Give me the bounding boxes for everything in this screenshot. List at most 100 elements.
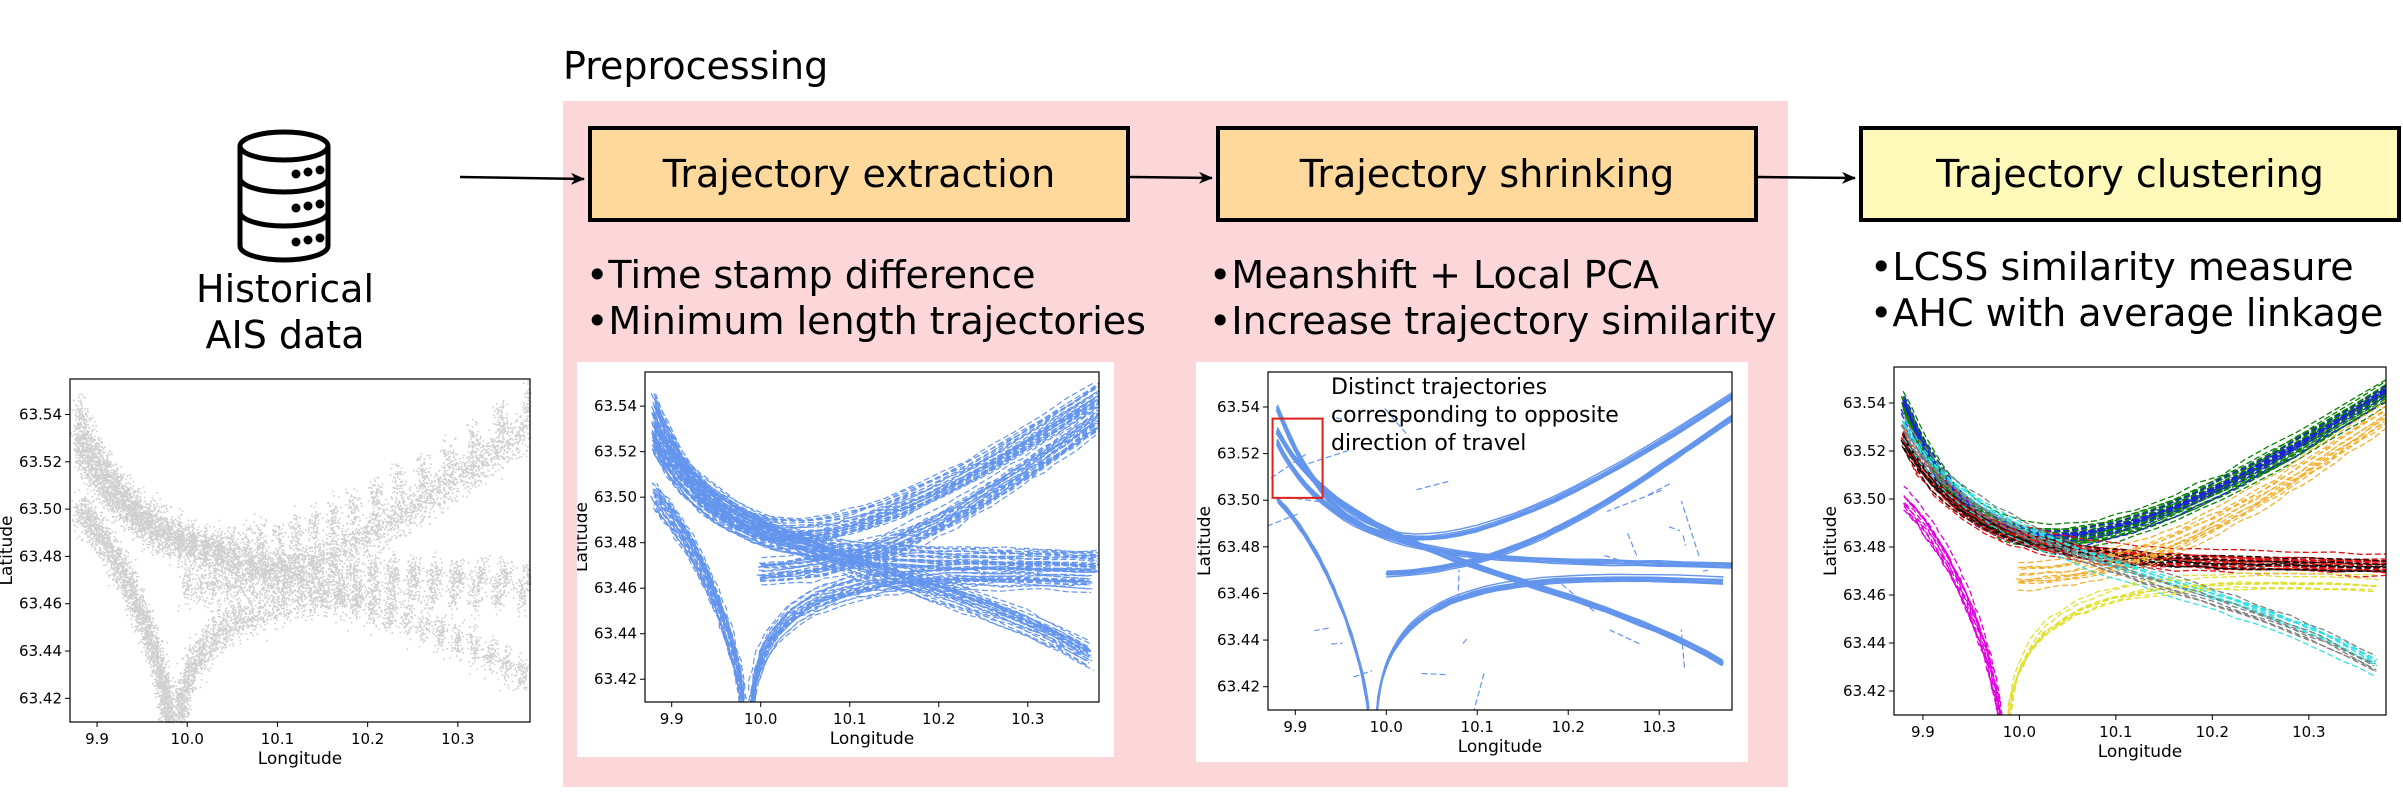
ais-point	[226, 553, 229, 556]
ais-point	[333, 580, 336, 583]
ais-point	[384, 582, 386, 585]
ais-point	[507, 578, 510, 581]
ais-point	[192, 550, 195, 553]
ais-point	[356, 504, 358, 507]
ais-point	[492, 422, 495, 425]
ais-point	[236, 569, 238, 572]
ais-point	[247, 540, 249, 543]
ais-point	[399, 491, 401, 493]
ais-point	[227, 542, 230, 544]
ais-point	[462, 583, 464, 585]
ais-point	[472, 431, 474, 434]
ais-point	[298, 559, 300, 562]
ais-point	[475, 574, 478, 576]
ais-point	[100, 456, 103, 458]
ais-point	[153, 529, 155, 531]
ais-point	[283, 549, 285, 552]
ais-point	[98, 475, 101, 477]
ais-point	[144, 520, 147, 522]
ais-point	[220, 533, 223, 536]
ais-point	[88, 427, 91, 429]
ais-point	[503, 570, 505, 573]
ais-point	[123, 473, 125, 475]
ais-point	[244, 543, 246, 546]
ais-point	[281, 545, 283, 547]
ais-point	[396, 612, 398, 615]
ais-point	[358, 516, 360, 518]
ais-point	[467, 445, 470, 448]
ais-point	[227, 558, 229, 560]
ais-point	[82, 414, 85, 417]
ais-point	[352, 567, 355, 570]
ais-point	[75, 425, 77, 428]
ais-point	[370, 565, 373, 567]
ais-point	[525, 588, 528, 590]
ais-point	[260, 559, 263, 561]
ais-point	[314, 514, 316, 516]
ais-point	[522, 566, 525, 569]
ais-point	[120, 466, 123, 468]
ais-point	[502, 417, 504, 419]
ais-point	[374, 572, 376, 574]
ais-point	[83, 446, 85, 449]
ais-point	[500, 406, 503, 409]
ais-point	[179, 517, 181, 520]
ais-point	[251, 530, 253, 533]
arrow-shrinking-to-clustering	[1757, 171, 1856, 184]
ais-point	[231, 541, 234, 543]
ais-point	[125, 489, 128, 491]
ais-point	[93, 453, 95, 456]
ais-point	[414, 484, 416, 486]
ais-point	[368, 559, 370, 562]
ais-point	[146, 525, 149, 527]
ais-point	[400, 471, 402, 473]
ais-point	[394, 560, 396, 563]
ais-point	[230, 561, 233, 563]
ais-point	[209, 538, 211, 541]
ais-point	[308, 529, 310, 531]
ais-point	[84, 471, 87, 473]
ais-point	[185, 527, 188, 529]
ais-point	[188, 540, 190, 543]
ais-point	[125, 515, 127, 517]
ais-point	[156, 545, 159, 548]
ais-point	[260, 564, 263, 567]
ais-point	[143, 516, 145, 518]
ais-point	[129, 489, 131, 491]
ais-point	[101, 467, 104, 469]
ais-point	[81, 459, 83, 462]
ais-point	[392, 476, 395, 479]
ais-point	[106, 457, 109, 460]
ais-point	[414, 591, 417, 594]
ais-point	[192, 567, 195, 570]
ais-point	[90, 479, 93, 481]
ais-point	[332, 576, 335, 578]
ais-point	[158, 510, 160, 512]
ais-point	[137, 530, 140, 532]
preprocessing-label: Preprocessing	[563, 44, 829, 88]
ais-point	[210, 543, 212, 546]
ais-point	[178, 556, 180, 558]
ais-point	[96, 456, 99, 458]
ais-point	[281, 563, 283, 565]
ais-point	[498, 437, 500, 439]
ais-point	[83, 432, 85, 434]
ais-point	[391, 573, 393, 575]
ais-point	[314, 550, 317, 552]
ais-point	[213, 558, 216, 561]
ais-point	[87, 472, 89, 475]
ais-point	[377, 500, 380, 502]
ais-point	[371, 502, 374, 504]
ais-point	[485, 578, 488, 581]
ais-point	[393, 569, 395, 571]
ais-point	[330, 510, 333, 513]
ais-point	[261, 550, 264, 553]
ais-point	[95, 498, 98, 500]
ais-point	[183, 548, 185, 550]
ais-point	[185, 545, 187, 548]
ais-point	[410, 567, 413, 569]
ais-point	[148, 546, 150, 549]
ais-point	[220, 542, 222, 545]
ais-point	[213, 526, 215, 528]
ais-point	[256, 546, 259, 548]
